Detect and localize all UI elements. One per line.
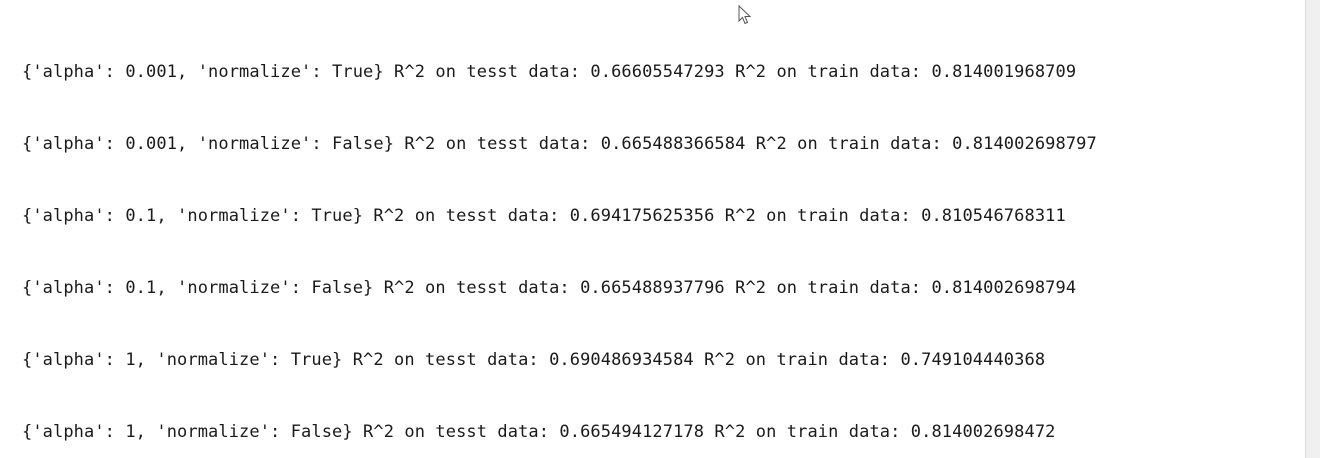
output-line: {'alpha': 0.1, 'normalize': False} R^2 o… — [22, 278, 1077, 298]
scrollbar[interactable] — [1305, 0, 1320, 458]
output-line: {'alpha': 0.001, 'normalize': False} R^2… — [22, 134, 1097, 154]
output-line: {'alpha': 0.001, 'normalize': True} R^2 … — [22, 62, 1077, 82]
output-line: {'alpha': 1, 'normalize': False} R^2 on … — [22, 422, 1056, 442]
output-line: {'alpha': 0.1, 'normalize': True} R^2 on… — [22, 206, 1066, 226]
console-output: {'alpha': 0.001, 'normalize': True} R^2 … — [22, 12, 1302, 458]
output-line: {'alpha': 1, 'normalize': True} R^2 on t… — [22, 350, 1046, 370]
